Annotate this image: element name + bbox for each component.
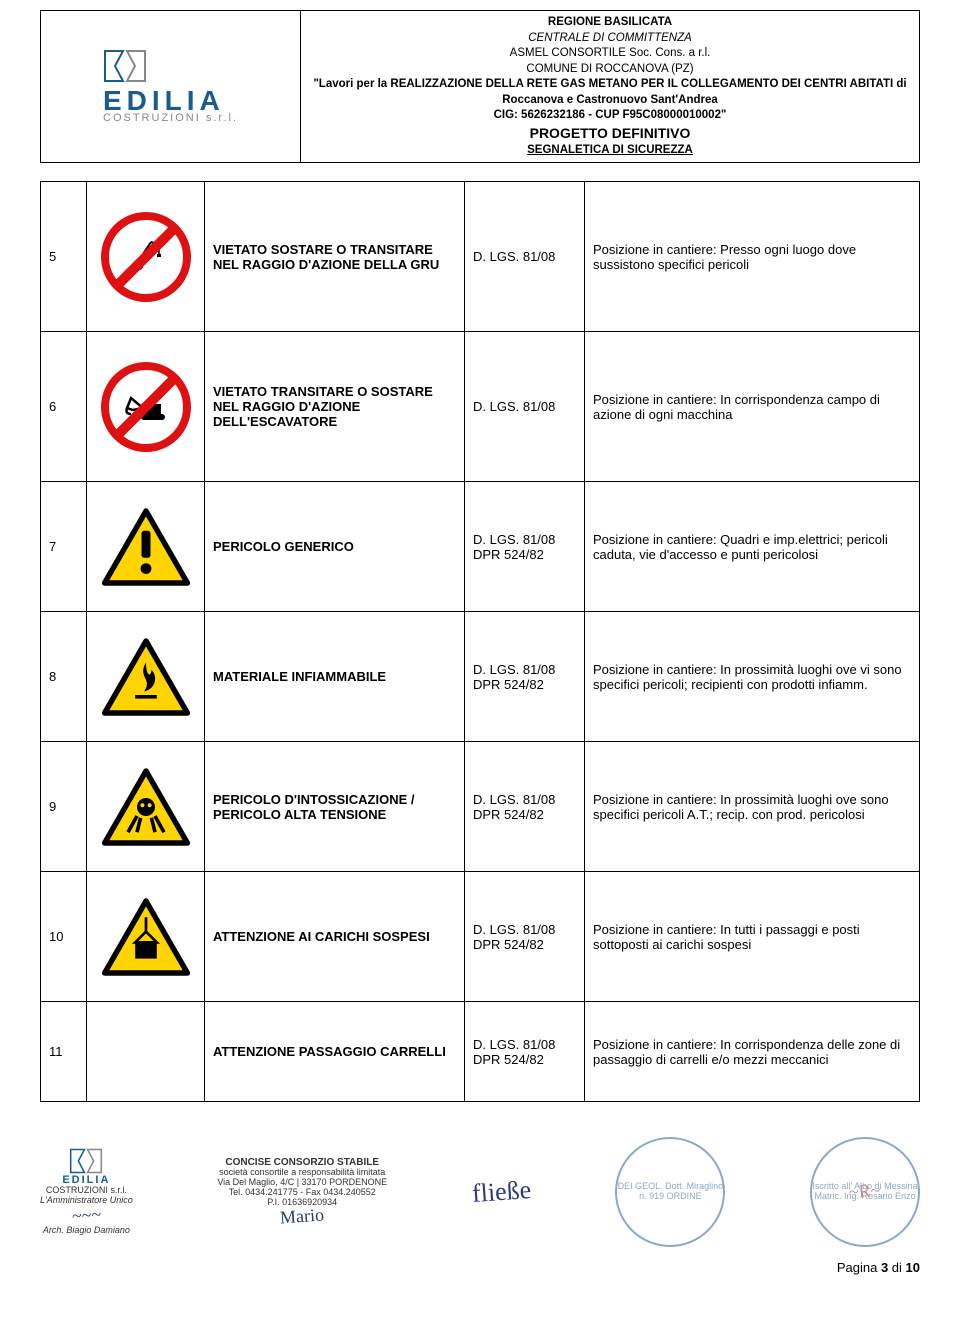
row-position: Posizione in cantiere: In prossimità luo… <box>585 742 920 872</box>
row-description: ATTENZIONE AI CARICHI SOSPESI <box>205 872 465 1002</box>
header-line: "Lavori per la REALIZZAZIONE DELLA RETE … <box>307 77 913 93</box>
warning-sign-icon <box>101 767 191 847</box>
row-icon-cell <box>87 1002 205 1102</box>
row-reference: D. LGS. 81/08 DPR 524/82 <box>465 872 585 1002</box>
row-description: ATTENZIONE PASSAGGIO CARRELLI <box>205 1002 465 1102</box>
warning-sign-icon <box>101 507 191 587</box>
row-icon-cell <box>87 182 205 332</box>
header-line: COMUNE DI ROCCANOVA (PZ) <box>307 62 913 78</box>
row-reference: D. LGS. 81/08 DPR 524/82 <box>465 742 585 872</box>
row-number: 11 <box>41 1002 87 1102</box>
header-title-block: REGIONE BASILICATA CENTRALE DI COMMITTEN… <box>301 11 919 162</box>
stamp-engineer-icon: Iscritto all' Albo di Messina Matric. In… <box>810 1137 920 1247</box>
table-row: 8 MATERIALE INFIAMMABILED. LGS. 81/08 DPR… <box>41 612 920 742</box>
row-position: Posizione in cantiere: In prossimità luo… <box>585 612 920 742</box>
row-description: PERICOLO GENERICO <box>205 482 465 612</box>
footer-concise-block: CONCISE CONSORZIO STABILE società consor… <box>217 1157 387 1227</box>
table-row: 5 VIETATO SOSTARE O TRANSITARE NEL RAGGIO… <box>41 182 920 332</box>
page-current: 3 <box>881 1260 888 1275</box>
stamp-geologist-icon: DEI GEOL. Dott. Miraglino n. 919 ORDINE <box>615 1137 725 1247</box>
warning-sign-icon <box>101 637 191 717</box>
row-position: Posizione in cantiere: In tutti i passag… <box>585 872 920 1002</box>
signature: Mario <box>280 1206 325 1229</box>
document-footer: EDILIA COSTRUZIONI s.r.l. L'Amministrato… <box>40 1132 920 1252</box>
row-number: 6 <box>41 332 87 482</box>
edilia-logo: EDILIA COSTRUZIONI s.r.l. <box>103 49 238 123</box>
row-reference: D. LGS. 81/08 DPR 524/82 <box>465 612 585 742</box>
prohibition-sign-icon <box>101 362 191 452</box>
logo-mark-icon <box>103 49 147 88</box>
row-reference: D. LGS. 81/08 DPR 524/82 <box>465 1002 585 1102</box>
footer-arch: Arch. Biagio Damiano <box>43 1226 130 1236</box>
row-reference: D. LGS. 81/08 <box>465 332 585 482</box>
signature: ~R~ <box>849 1181 882 1203</box>
warning-sign-icon <box>101 897 191 977</box>
signature: ~~~ <box>71 1205 102 1227</box>
row-number: 8 <box>41 612 87 742</box>
row-description: VIETATO SOSTARE O TRANSITARE NEL RAGGIO … <box>205 182 465 332</box>
row-position: Posizione in cantiere: Quadri e imp.elet… <box>585 482 920 612</box>
table-row: 11 ATTENZIONE PASSAGGIO CARRELLID. LGS. 8… <box>41 1002 920 1102</box>
logo-sub-text: COSTRUZIONI s.r.l. <box>103 112 238 124</box>
header-line: SEGNALETICA DI SICUREZZA <box>307 143 913 159</box>
row-position: Posizione in cantiere: Presso ogni luogo… <box>585 182 920 332</box>
signature: fließe <box>471 1176 532 1209</box>
table-row: 7 PERICOLO GENERICOD. LGS. 81/08 DPR 524/… <box>41 482 920 612</box>
header-line: REGIONE BASILICATA <box>307 15 913 31</box>
row-icon-cell <box>87 742 205 872</box>
header-line: Roccanova e Castronuovo Sant'Andrea <box>307 93 913 109</box>
document-header: EDILIA COSTRUZIONI s.r.l. REGIONE BASILI… <box>40 10 920 163</box>
logo-main-text: EDILIA <box>103 88 238 113</box>
logo-mark-icon <box>69 1148 103 1174</box>
row-icon-cell <box>87 332 205 482</box>
row-icon-cell <box>87 872 205 1002</box>
table-row: 9 PERICOLO D'INTOSSICAZIONE / PERICOLO AL… <box>41 742 920 872</box>
row-reference: D. LGS. 81/08 <box>465 182 585 332</box>
row-number: 7 <box>41 482 87 612</box>
row-description: MATERIALE INFIAMMABILE <box>205 612 465 742</box>
row-icon-cell <box>87 612 205 742</box>
header-line: PROGETTO DEFINITIVO <box>307 124 913 143</box>
row-description: PERICOLO D'INTOSSICAZIONE / PERICOLO ALT… <box>205 742 465 872</box>
header-line: ASMEL CONSORTILE Soc. Cons. a r.l. <box>307 46 913 62</box>
header-line: CENTRALE DI COMMITTENZA <box>307 31 913 47</box>
footer-sig-block: fließe <box>472 1178 531 1207</box>
row-description: VIETATO TRANSITARE O SOSTARE NEL RAGGIO … <box>205 332 465 482</box>
row-number: 10 <box>41 872 87 1002</box>
stamp-text: DEI GEOL. Dott. Miraglino n. 919 ORDINE <box>617 1182 723 1202</box>
row-icon-cell <box>87 482 205 612</box>
page-number: Pagina 3 di 10 <box>40 1260 920 1275</box>
row-position: Posizione in cantiere: In corrispondenza… <box>585 332 920 482</box>
header-line: CIG: 5626232186 - CUP F95C08000010002" <box>307 108 913 124</box>
row-reference: D. LGS. 81/08 DPR 524/82 <box>465 482 585 612</box>
page-total: 10 <box>906 1260 920 1275</box>
table-row: 10 ATTENZIONE AI CARICHI SOSPESID. LGS. 8… <box>41 872 920 1002</box>
footer-edilia-block: EDILIA COSTRUZIONI s.r.l. L'Amministrato… <box>40 1148 133 1236</box>
table-row: 6 VIETATO TRANSITARE O SOSTARE NEL RAGGIO… <box>41 332 920 482</box>
prohibition-sign-icon <box>101 212 191 302</box>
row-number: 5 <box>41 182 87 332</box>
row-number: 9 <box>41 742 87 872</box>
header-logo-cell: EDILIA COSTRUZIONI s.r.l. <box>41 11 301 162</box>
row-position: Posizione in cantiere: In corrispondenza… <box>585 1002 920 1102</box>
signage-table: 5 VIETATO SOSTARE O TRANSITARE NEL RAGGIO… <box>40 181 920 1102</box>
